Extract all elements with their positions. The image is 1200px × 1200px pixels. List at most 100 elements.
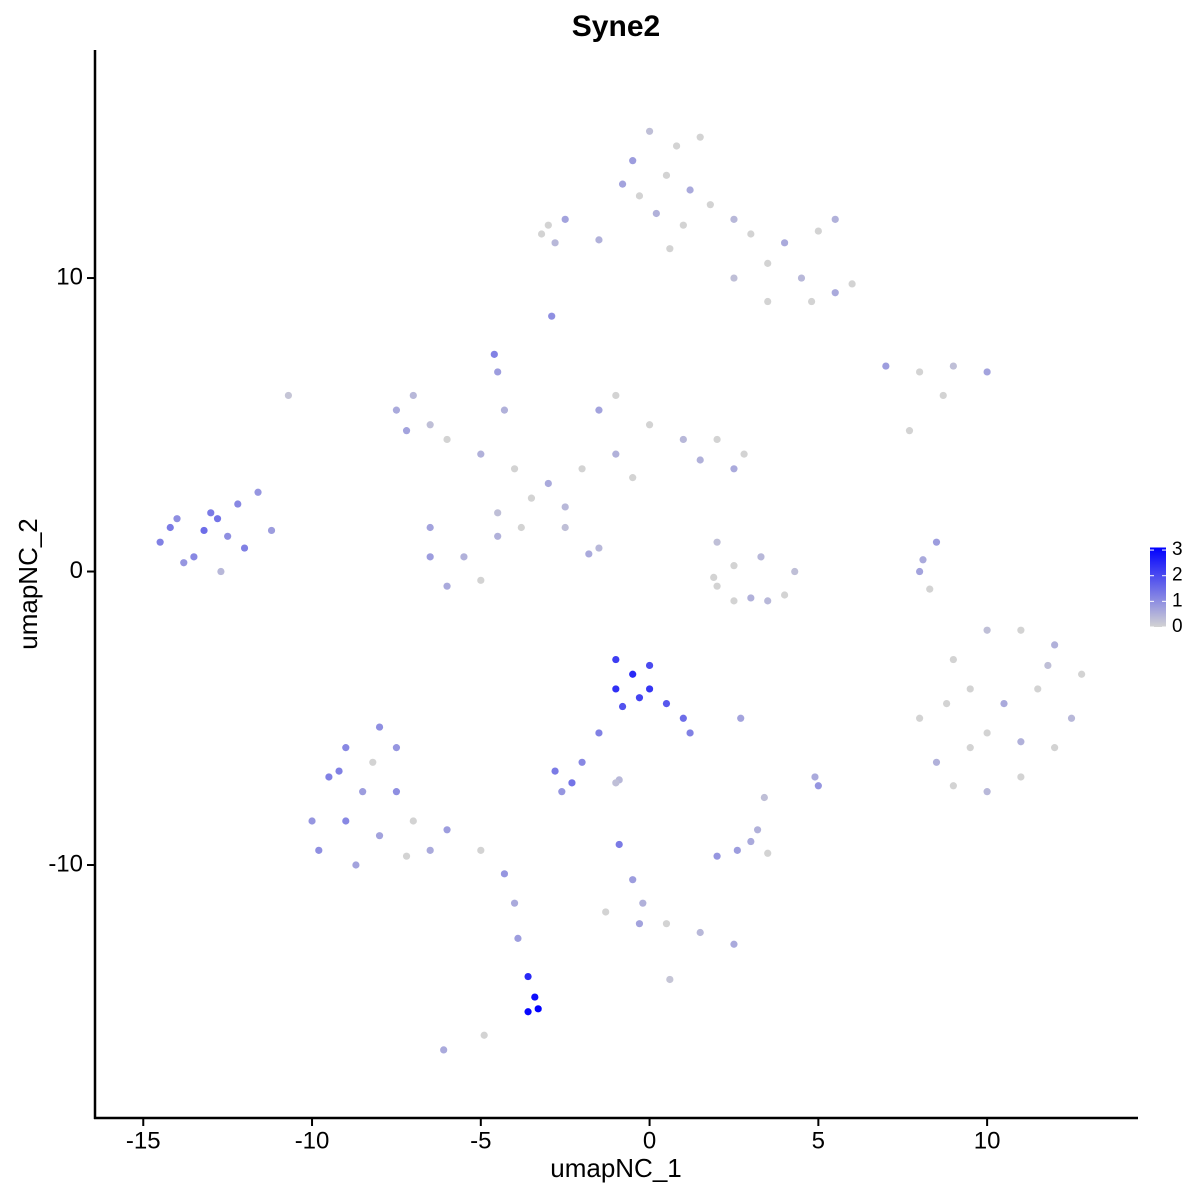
- chart-title: Syne2: [572, 10, 660, 43]
- point: [568, 779, 576, 787]
- point: [477, 846, 485, 854]
- point: [966, 685, 974, 693]
- point: [760, 793, 768, 802]
- colorbar-label: 0: [1172, 616, 1183, 637]
- point: [595, 729, 603, 737]
- point: [730, 562, 738, 570]
- point: [544, 221, 552, 229]
- point: [679, 435, 687, 444]
- point: [662, 171, 671, 179]
- point: [392, 406, 401, 414]
- point: [561, 523, 569, 532]
- point: [267, 526, 276, 535]
- point: [224, 532, 232, 540]
- point: [284, 391, 293, 400]
- point: [639, 899, 647, 907]
- point: [764, 259, 772, 267]
- point: [713, 435, 721, 444]
- point: [662, 920, 671, 928]
- colorbar-label: 1: [1172, 590, 1183, 611]
- point: [443, 582, 451, 590]
- point: [645, 661, 654, 670]
- point: [811, 773, 819, 781]
- points: [156, 127, 1086, 1054]
- point: [652, 209, 660, 218]
- point: [730, 274, 738, 282]
- point: [477, 576, 485, 584]
- point: [500, 870, 509, 878]
- point: [679, 221, 687, 229]
- point: [730, 940, 738, 948]
- point: [983, 626, 991, 634]
- point: [629, 670, 637, 678]
- point: [848, 280, 856, 288]
- point: [595, 544, 603, 552]
- point: [527, 494, 536, 502]
- point: [1034, 685, 1042, 693]
- point: [814, 782, 822, 790]
- point: [696, 133, 704, 141]
- point: [335, 767, 343, 775]
- point: [558, 788, 566, 796]
- point: [615, 840, 623, 849]
- x-tick-label: -15: [126, 1127, 161, 1154]
- point: [1017, 738, 1025, 746]
- point: [1017, 773, 1025, 781]
- point: [919, 556, 927, 564]
- point: [325, 773, 333, 781]
- point: [733, 846, 741, 854]
- point: [173, 515, 181, 523]
- point: [308, 817, 316, 825]
- point: [696, 928, 704, 937]
- point: [524, 972, 532, 981]
- point: [916, 714, 924, 722]
- point: [1051, 641, 1059, 649]
- point: [737, 714, 745, 722]
- point: [1051, 744, 1059, 752]
- point: [426, 523, 434, 532]
- point: [629, 474, 637, 482]
- point: [548, 312, 556, 320]
- point: [629, 876, 637, 884]
- point: [602, 908, 610, 916]
- point: [983, 729, 991, 737]
- y-axis-label: umapNC_2: [13, 518, 43, 650]
- point: [200, 526, 208, 535]
- point: [551, 239, 559, 247]
- point: [612, 450, 620, 458]
- point: [710, 573, 718, 581]
- point: [882, 362, 890, 370]
- y-tick-label: 10: [56, 263, 83, 290]
- point: [156, 538, 164, 546]
- point: [494, 532, 502, 540]
- point: [190, 553, 198, 561]
- point: [375, 832, 384, 840]
- point: [645, 127, 654, 135]
- point: [939, 391, 947, 400]
- point: [696, 456, 704, 464]
- point: [392, 788, 401, 796]
- point: [943, 699, 951, 708]
- point: [517, 523, 525, 532]
- point: [831, 215, 839, 223]
- point: [645, 421, 654, 429]
- point: [409, 817, 417, 825]
- point: [375, 723, 384, 731]
- point: [905, 427, 914, 435]
- point: [666, 245, 674, 253]
- point: [764, 297, 772, 306]
- point: [949, 782, 957, 790]
- point: [780, 591, 789, 599]
- point: [531, 993, 539, 1001]
- point: [500, 406, 509, 414]
- x-tick-label: 10: [974, 1127, 1001, 1154]
- point: [814, 227, 822, 235]
- x-tick-label: 5: [812, 1127, 825, 1154]
- point: [443, 826, 451, 834]
- point: [490, 350, 498, 358]
- point: [585, 550, 593, 558]
- x-tick-label: 0: [643, 1127, 656, 1154]
- point: [686, 186, 694, 194]
